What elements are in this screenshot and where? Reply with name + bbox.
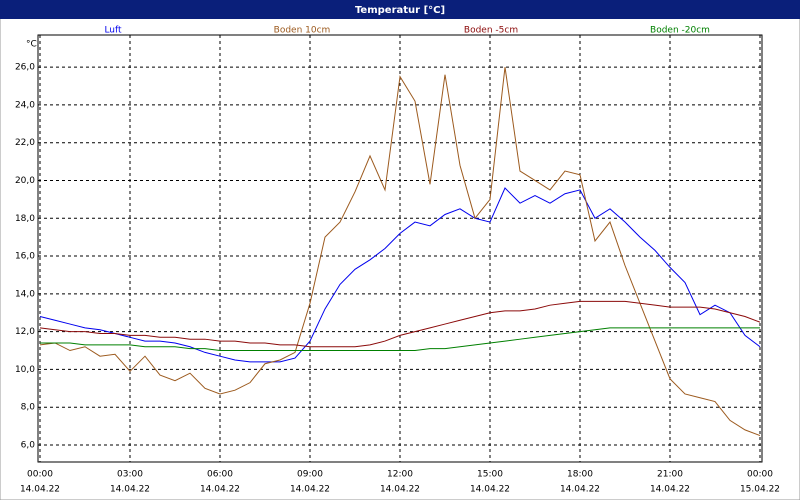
x-tick-label: 15:00: [477, 470, 503, 480]
x-tick-date: 15.04.22: [740, 485, 780, 495]
y-tick-label: 18,0: [15, 214, 35, 224]
x-tick-label: 18:00: [567, 470, 593, 480]
series-line: [39, 300, 761, 348]
y-tick-label: 12,0: [15, 327, 35, 337]
y-tick-label: 10,0: [15, 365, 35, 375]
chart-title: Temperatur [°C]: [355, 5, 445, 16]
legend-entry: Boden 10cm: [274, 26, 331, 36]
y-tick-label: 8,0: [21, 403, 36, 413]
title-bar: [0, 0, 800, 19]
y-unit: °C: [26, 40, 37, 50]
x-tick-date: 14.04.22: [380, 485, 420, 495]
x-tick-date: 14.04.22: [470, 485, 510, 495]
legend-entry: Boden -20cm: [650, 26, 710, 36]
x-tick-date: 14.04.22: [110, 485, 150, 495]
x-tick-date: 14.04.22: [560, 485, 600, 495]
x-tick-date: 14.04.22: [200, 485, 240, 495]
x-tick-label: 03:00: [117, 470, 143, 480]
x-tick-label: 21:00: [657, 470, 683, 480]
y-tick-label: 6,0: [21, 440, 36, 450]
x-tick-label: 06:00: [207, 470, 233, 480]
x-tick-date: 14.04.22: [290, 485, 330, 495]
y-tick-label: 26,0: [15, 63, 35, 73]
y-tick-label: 22,0: [15, 138, 35, 148]
x-tick-date: 14.04.22: [20, 485, 60, 495]
y-tick-label: 14,0: [15, 289, 35, 299]
x-tick-label: 00:00: [27, 470, 53, 480]
legend-entry: Boden -5cm: [464, 26, 518, 36]
x-tick-label: 09:00: [297, 470, 323, 480]
legend-entry: Luft: [104, 26, 122, 36]
y-tick-label: 16,0: [15, 252, 35, 262]
y-tick-label: 24,0: [15, 100, 35, 110]
y-tick-label: 20,0: [15, 176, 35, 186]
x-tick-label: 00:00: [747, 470, 773, 480]
x-tick-label: 12:00: [387, 470, 413, 480]
x-tick-date: 14.04.22: [650, 485, 690, 495]
series-line: [40, 327, 760, 352]
series-line: [39, 187, 761, 363]
